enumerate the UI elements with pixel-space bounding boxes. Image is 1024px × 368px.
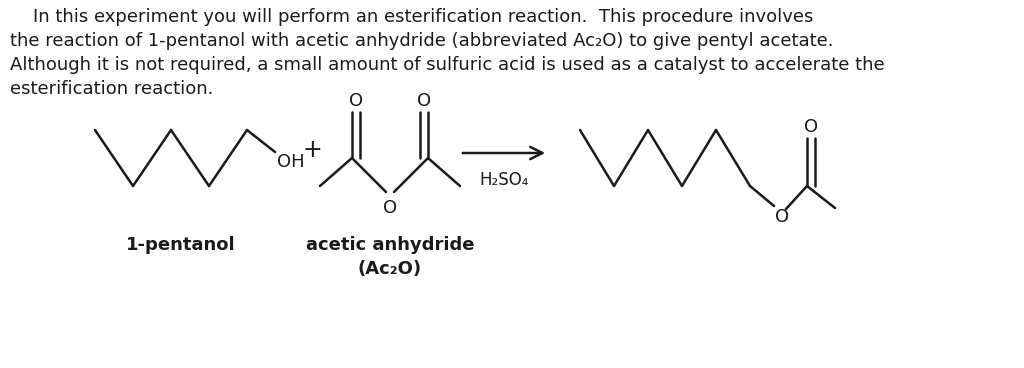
Text: acetic anhydride: acetic anhydride [306, 236, 474, 254]
Text: O: O [775, 208, 790, 226]
Text: the reaction of 1-pentanol with acetic anhydride (abbreviated Ac₂O) to give pent: the reaction of 1-pentanol with acetic a… [10, 32, 834, 50]
Text: In this experiment you will perform an esterification reaction.  This procedure : In this experiment you will perform an e… [10, 8, 813, 26]
Text: 1-pentanol: 1-pentanol [126, 236, 236, 254]
Text: +: + [302, 138, 322, 162]
Text: Although it is not required, a small amount of sulfuric acid is used as a cataly: Although it is not required, a small amo… [10, 56, 885, 74]
Text: (Ac₂O): (Ac₂O) [358, 260, 422, 278]
Text: O: O [417, 92, 431, 110]
Text: O: O [804, 118, 818, 136]
Text: esterification reaction.: esterification reaction. [10, 80, 213, 98]
Text: H₂SO₄: H₂SO₄ [479, 171, 528, 189]
Text: O: O [383, 199, 397, 217]
Text: O: O [349, 92, 364, 110]
Text: OH: OH [278, 153, 304, 171]
